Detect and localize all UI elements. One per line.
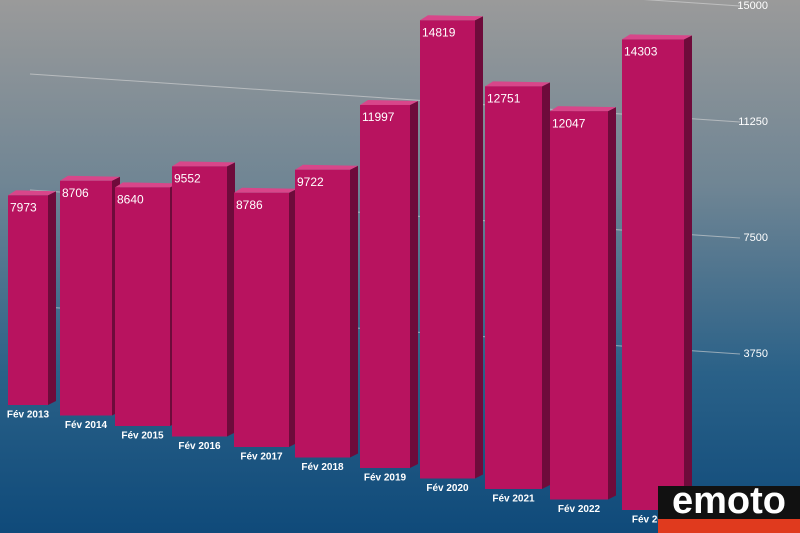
bar-side bbox=[410, 100, 418, 469]
bar-top bbox=[172, 161, 235, 167]
bar-top bbox=[550, 106, 616, 112]
x-tick-label: Fév 2018 bbox=[301, 462, 344, 473]
bar bbox=[485, 86, 542, 489]
value-label: 9552 bbox=[174, 172, 201, 186]
bar-side bbox=[684, 35, 692, 510]
bar bbox=[360, 104, 410, 469]
y-tick-label: 7500 bbox=[744, 232, 768, 244]
bar-top bbox=[8, 190, 56, 196]
bar bbox=[550, 111, 608, 500]
bar-side bbox=[608, 107, 616, 500]
bar bbox=[420, 20, 475, 479]
bar bbox=[234, 192, 289, 447]
x-tick-label: Fév 2013 bbox=[7, 410, 50, 421]
y-tick-label: 15000 bbox=[737, 0, 768, 12]
value-label: 8786 bbox=[236, 198, 263, 212]
x-tick-label: Fév 2020 bbox=[426, 483, 469, 494]
value-label: 12047 bbox=[552, 116, 586, 130]
bar-top bbox=[115, 182, 178, 188]
value-label: 14303 bbox=[624, 45, 658, 59]
bar bbox=[60, 180, 112, 416]
x-tick-label: Fév 2014 bbox=[65, 420, 108, 431]
bar-top bbox=[622, 34, 692, 40]
grid-line bbox=[29, 73, 741, 123]
bar-top bbox=[360, 99, 418, 105]
y-tick-label: 11250 bbox=[738, 116, 768, 128]
bar-top bbox=[295, 164, 358, 170]
bar-top bbox=[485, 81, 550, 87]
bar bbox=[8, 195, 48, 405]
y-tick-label: 3750 bbox=[744, 348, 768, 360]
value-label: 8640 bbox=[117, 193, 144, 207]
value-label: 14819 bbox=[422, 25, 456, 39]
bar-top bbox=[420, 15, 483, 21]
bar-side bbox=[48, 191, 56, 405]
x-tick-label: Fév 2023 bbox=[632, 515, 675, 526]
bar-side bbox=[475, 16, 483, 479]
bar-side bbox=[350, 165, 358, 458]
bar-side bbox=[542, 82, 550, 489]
value-label: 8706 bbox=[62, 186, 89, 200]
value-label: 12751 bbox=[487, 91, 521, 105]
x-tick-label: Fév 2019 bbox=[364, 473, 407, 484]
bar-top bbox=[60, 175, 120, 181]
logo-text: emoto bbox=[672, 480, 786, 522]
bar-top bbox=[234, 187, 297, 193]
value-label: 7973 bbox=[10, 200, 37, 214]
x-tick-label: Fév 2022 bbox=[558, 504, 601, 515]
x-tick-label: Fév 2017 bbox=[240, 452, 283, 463]
bar bbox=[172, 166, 227, 437]
bar bbox=[115, 187, 170, 426]
bar-side bbox=[227, 162, 235, 437]
value-label: 11997 bbox=[362, 110, 395, 124]
value-label: 9722 bbox=[297, 175, 324, 189]
x-tick-label: Fév 2016 bbox=[178, 441, 221, 452]
logo-stripe bbox=[658, 519, 800, 533]
x-tick-label: Fév 2021 bbox=[492, 494, 535, 505]
bar bbox=[622, 39, 684, 510]
x-tick-label: Fév 2015 bbox=[121, 431, 164, 442]
bar bbox=[295, 169, 350, 458]
